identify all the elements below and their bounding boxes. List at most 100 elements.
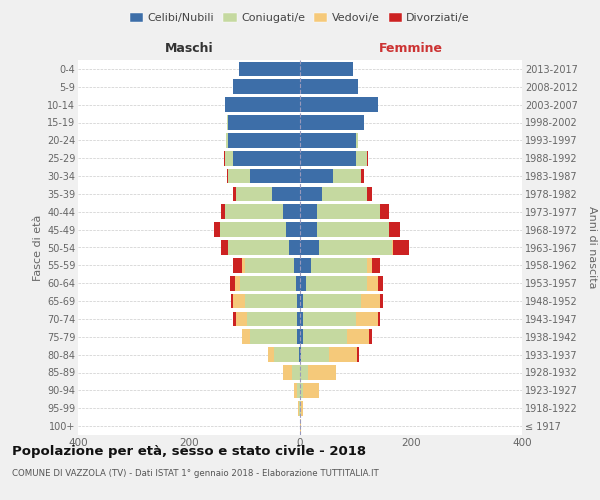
Bar [295, 383, 297, 398]
Bar [227, 168, 228, 184]
Bar [311, 258, 367, 272]
Bar [361, 294, 380, 308]
Bar [220, 222, 286, 237]
Text: Femmine: Femmine [379, 42, 443, 55]
Bar [242, 258, 245, 272]
Bar [322, 186, 367, 201]
Bar [372, 258, 380, 272]
Bar [226, 133, 228, 148]
Bar [300, 222, 317, 237]
Bar [303, 330, 347, 344]
Bar [370, 330, 372, 344]
Bar [233, 151, 300, 166]
Text: COMUNE DI VAZZOLA (TV) - Dati ISTAT 1° gennaio 2018 - Elaborazione TUTTITALIA.IT: COMUNE DI VAZZOLA (TV) - Dati ISTAT 1° g… [12, 469, 379, 478]
Bar [236, 312, 247, 326]
Bar [392, 240, 409, 255]
Bar [367, 151, 368, 166]
Bar [303, 312, 356, 326]
Y-axis label: Fasce di età: Fasce di età [32, 214, 43, 280]
Bar [230, 276, 235, 290]
Bar [228, 115, 300, 130]
Bar [300, 312, 303, 326]
Bar [356, 312, 378, 326]
Bar [274, 348, 299, 362]
Bar [319, 240, 392, 255]
Bar [300, 276, 305, 290]
Bar [317, 204, 380, 219]
Bar [250, 168, 300, 184]
Bar [297, 330, 300, 344]
Bar [378, 276, 383, 290]
Bar [356, 151, 367, 166]
Bar [225, 98, 300, 112]
Bar [296, 276, 300, 290]
Bar [299, 401, 300, 415]
Bar [300, 62, 353, 76]
Bar [214, 222, 220, 237]
Bar [300, 133, 356, 148]
Bar [233, 186, 236, 201]
Bar [300, 365, 308, 380]
Bar [236, 186, 272, 201]
Bar [317, 222, 389, 237]
Bar [334, 168, 361, 184]
Bar [297, 312, 300, 326]
Bar [235, 276, 240, 290]
Bar [300, 115, 364, 130]
Bar [347, 330, 370, 344]
Bar [361, 168, 364, 184]
Text: Maschi: Maschi [164, 42, 214, 55]
Bar [233, 80, 300, 94]
Bar [303, 294, 361, 308]
Bar [221, 204, 225, 219]
Bar [308, 365, 336, 380]
Bar [233, 312, 236, 326]
Bar [224, 151, 225, 166]
Bar [283, 365, 292, 380]
Bar [292, 365, 300, 380]
Legend: Celibi/Nubili, Coniugati/e, Vedovi/e, Divorziati/e: Celibi/Nubili, Coniugati/e, Vedovi/e, Di… [125, 8, 475, 28]
Bar [300, 258, 311, 272]
Bar [300, 98, 378, 112]
Bar [228, 133, 300, 148]
Bar [242, 330, 250, 344]
Bar [356, 348, 359, 362]
Bar [283, 204, 300, 219]
Bar [225, 204, 283, 219]
Bar [367, 258, 372, 272]
Bar [300, 240, 319, 255]
Bar [367, 276, 378, 290]
Bar [378, 312, 380, 326]
Bar [268, 348, 274, 362]
Bar [289, 240, 300, 255]
Bar [300, 80, 358, 94]
Bar [300, 294, 303, 308]
Bar [286, 222, 300, 237]
Bar [356, 133, 358, 148]
Bar [233, 294, 245, 308]
Bar [240, 276, 296, 290]
Bar [239, 62, 300, 76]
Bar [300, 204, 317, 219]
Bar [303, 383, 319, 398]
Y-axis label: Anni di nascita: Anni di nascita [587, 206, 597, 289]
Bar [300, 330, 303, 344]
Bar [300, 383, 303, 398]
Bar [272, 186, 300, 201]
Bar [300, 348, 301, 362]
Bar [228, 240, 289, 255]
Bar [297, 383, 300, 398]
Bar [300, 151, 356, 166]
Bar [245, 294, 297, 308]
Bar [380, 294, 383, 308]
Bar [228, 168, 250, 184]
Bar [295, 258, 300, 272]
Bar [225, 151, 233, 166]
Bar [299, 348, 300, 362]
Bar [233, 258, 242, 272]
Bar [245, 258, 295, 272]
Bar [300, 186, 322, 201]
Bar [367, 186, 372, 201]
Bar [230, 294, 233, 308]
Bar [247, 312, 297, 326]
